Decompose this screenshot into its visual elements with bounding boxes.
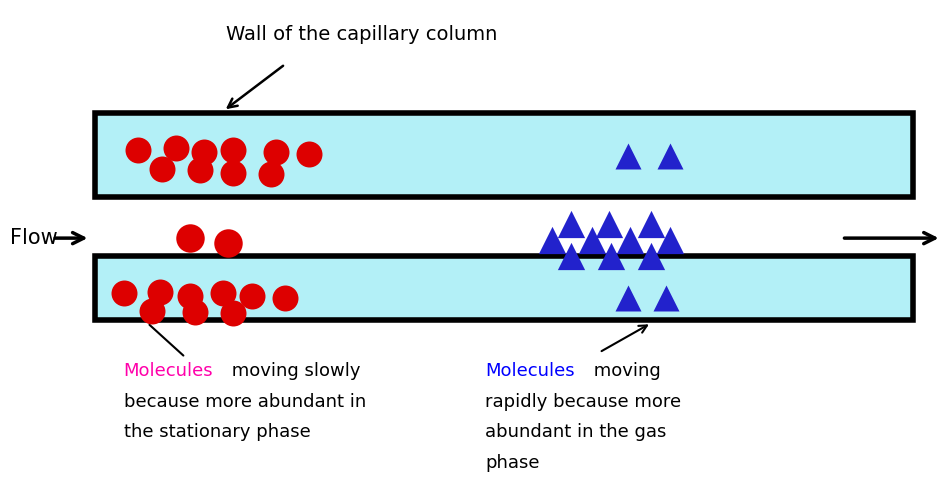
Point: [563, 220, 578, 228]
Point: [221, 239, 236, 246]
Point: [225, 169, 241, 176]
Point: [244, 292, 260, 300]
Point: [145, 307, 160, 315]
Point: [225, 309, 241, 317]
Text: because more abundant in: because more abundant in: [124, 393, 366, 411]
Point: [620, 152, 635, 160]
Point: [116, 289, 131, 297]
Point: [663, 152, 678, 160]
Point: [192, 166, 207, 174]
Text: Molecules: Molecules: [485, 362, 574, 381]
Point: [183, 234, 198, 242]
Text: rapidly because more: rapidly because more: [485, 393, 681, 411]
Point: [601, 220, 616, 228]
Point: [187, 308, 203, 316]
Point: [197, 148, 212, 156]
Point: [216, 289, 231, 297]
Text: Flow: Flow: [10, 228, 57, 248]
Point: [268, 148, 283, 156]
Point: [544, 236, 559, 244]
Point: [278, 294, 293, 302]
Text: Molecules: Molecules: [124, 362, 213, 381]
Text: Wall of the capillary column: Wall of the capillary column: [225, 25, 497, 44]
Point: [644, 252, 659, 260]
Text: moving: moving: [588, 362, 660, 381]
Text: the stationary phase: the stationary phase: [124, 423, 310, 442]
Point: [168, 144, 184, 152]
Text: abundant in the gas: abundant in the gas: [485, 423, 667, 442]
Point: [301, 150, 317, 158]
Point: [154, 165, 169, 173]
Point: [584, 236, 599, 244]
Point: [130, 146, 146, 154]
Point: [622, 236, 637, 244]
Point: [225, 146, 241, 154]
Bar: [95, 113, 913, 197]
Point: [663, 236, 678, 244]
Point: [603, 252, 618, 260]
Point: [152, 288, 167, 296]
Point: [644, 220, 659, 228]
Point: [563, 252, 578, 260]
Bar: [95, 256, 913, 320]
Point: [183, 292, 198, 300]
Point: [658, 294, 673, 302]
Text: moving slowly: moving slowly: [226, 362, 360, 381]
Text: phase: phase: [485, 454, 539, 472]
Point: [620, 294, 635, 302]
Point: [263, 170, 279, 177]
